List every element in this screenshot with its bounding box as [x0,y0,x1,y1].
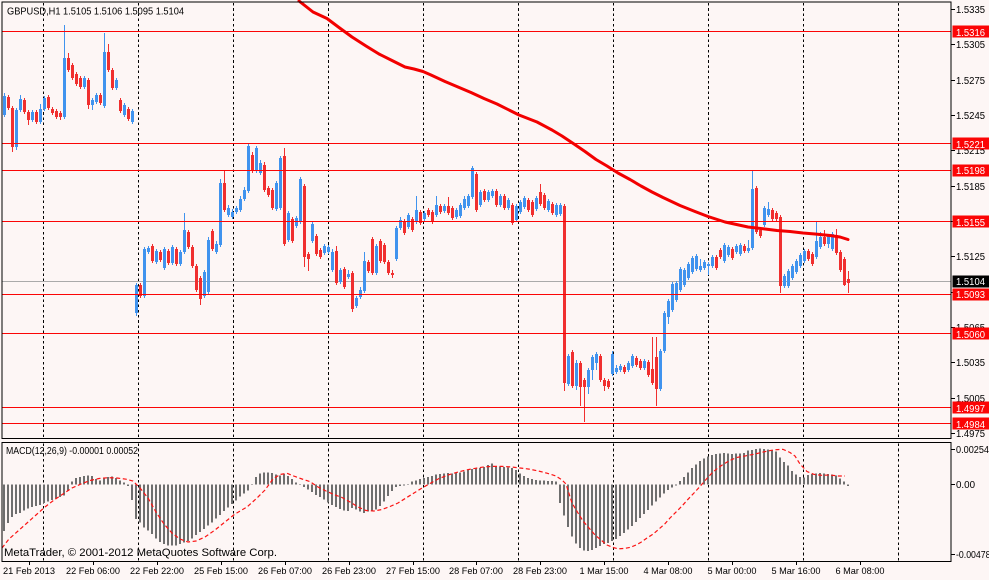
svg-text:26 Feb 23:00: 26 Feb 23:00 [322,566,376,577]
svg-text:28 Feb 23:00: 28 Feb 23:00 [513,566,567,577]
svg-text:1.5125: 1.5125 [956,252,985,263]
svg-text:1.5104: 1.5104 [956,277,985,288]
svg-text:-0.00478: -0.00478 [956,550,989,561]
svg-text:GBPUSD,H1 1.5105 1.5106 1.509: GBPUSD,H1 1.5105 1.5106 1.5095 1.5104 [7,6,184,18]
svg-text:1.4975: 1.4975 [956,429,985,440]
svg-text:1.5155: 1.5155 [956,218,985,229]
svg-text:1.5245: 1.5245 [956,111,985,122]
svg-text:22 Feb 06:00: 22 Feb 06:00 [66,566,120,577]
svg-text:1.5005: 1.5005 [956,394,985,405]
svg-text:1.5198: 1.5198 [956,166,985,177]
svg-text:1.5275: 1.5275 [956,76,985,87]
svg-text:6 Mar 08:00: 6 Mar 08:00 [836,566,885,577]
svg-text:1.5335: 1.5335 [956,5,985,16]
svg-text:1.4997: 1.4997 [956,404,985,415]
svg-text:1.5316: 1.5316 [956,28,985,39]
svg-text:1.5305: 1.5305 [956,40,985,51]
svg-text:1 Mar 15:00: 1 Mar 15:00 [580,566,629,577]
svg-text:0.00254: 0.00254 [956,445,989,456]
svg-text:5 Mar 00:00: 5 Mar 00:00 [708,566,757,577]
svg-text:1.5215: 1.5215 [956,146,985,157]
svg-text:27 Feb 15:00: 27 Feb 15:00 [386,566,440,577]
svg-text:1.5060: 1.5060 [956,330,985,341]
svg-text:25 Feb 15:00: 25 Feb 15:00 [194,566,248,577]
svg-text:4 Mar 08:00: 4 Mar 08:00 [644,566,693,577]
svg-text:1.5035: 1.5035 [956,358,985,369]
svg-text:5 Mar 16:00: 5 Mar 16:00 [772,566,821,577]
svg-text:22 Feb 22:00: 22 Feb 22:00 [130,566,184,577]
svg-text:26 Feb 07:00: 26 Feb 07:00 [258,566,312,577]
svg-text:MACD(12,26,9) -0.00001 0.00052: MACD(12,26,9) -0.00001 0.00052 [6,446,138,457]
svg-text:1.5185: 1.5185 [956,182,985,193]
svg-text:1.4984: 1.4984 [956,420,985,431]
svg-text:1.5221: 1.5221 [956,140,985,151]
svg-text:1.5093: 1.5093 [956,290,985,301]
svg-text:21 Feb 2013: 21 Feb 2013 [3,566,55,577]
svg-text:28 Feb 07:00: 28 Feb 07:00 [449,566,503,577]
svg-text:MetaTrader, © 2001-2012 MetaQu: MetaTrader, © 2001-2012 MetaQuotes Softw… [4,547,277,559]
svg-text:0.00: 0.00 [956,480,975,491]
